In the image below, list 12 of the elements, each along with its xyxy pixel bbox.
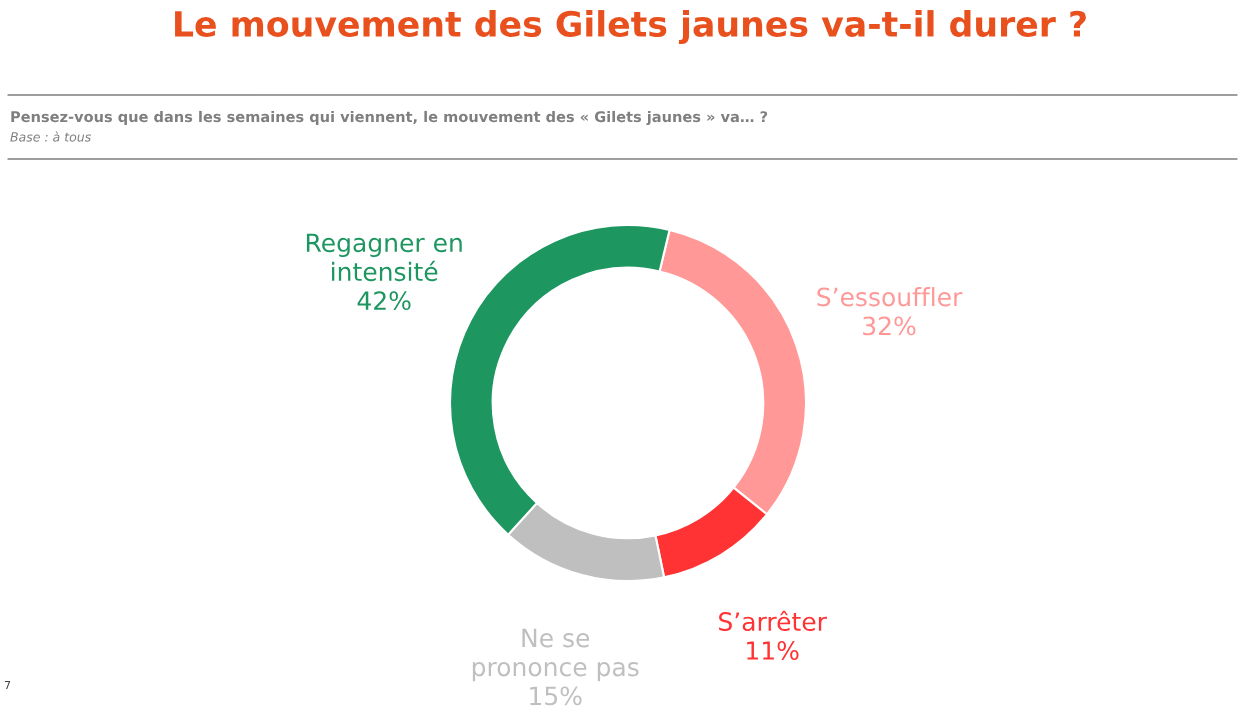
text: Base : à tous [10, 131, 91, 142]
text: 7 [4, 680, 11, 690]
chart-subtitle: Pensez-vous que dans les semaines qui viennent, le mouvement des « Gilets jaunes » va… ? [11, 110, 768, 126]
chart-title: Le mouvement des Gilets jaunes va-t-il durer ? [175, 10, 1086, 44]
data-label: 42% [357, 291, 411, 311]
slice-label: Ne se prononce pas [472, 628, 639, 682]
slice-label: S’arrêter [719, 610, 827, 632]
data-label: 15% [530, 686, 582, 706]
data-label: 11% [747, 641, 799, 660]
data-label: 32% [863, 316, 916, 336]
slice-label: S’essouffler [817, 287, 963, 307]
slice-label: Regagner en intensité [306, 233, 462, 282]
